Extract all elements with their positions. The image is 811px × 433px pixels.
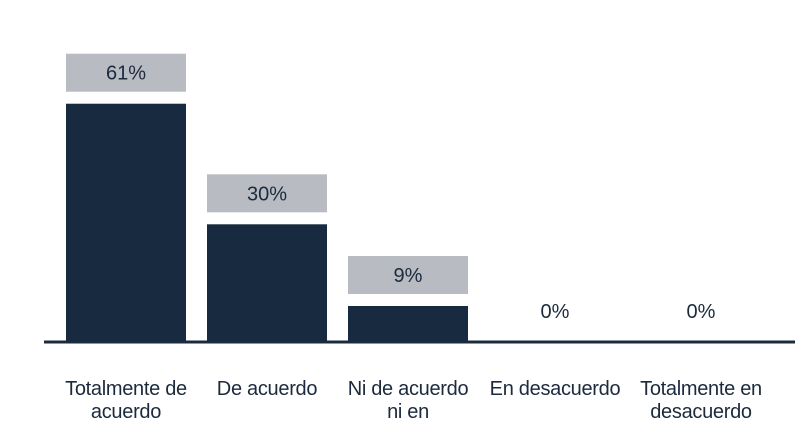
value-label: 9%: [394, 265, 423, 287]
category-label-line: En desacuerdo: [489, 378, 621, 400]
category-label-line: acuerdo: [90, 401, 162, 423]
value-label-box: [207, 174, 327, 213]
value-label: 0%: [541, 301, 570, 323]
category-label-line: desacuerdo: [650, 401, 752, 423]
value-label: 30%: [247, 183, 287, 205]
bar: [348, 305, 468, 341]
category-label: En desacuerdo: [480, 378, 630, 401]
value-label: 61%: [106, 63, 146, 85]
bar: [66, 103, 186, 342]
category-label: Totalmente en desacuerdo: [626, 378, 776, 424]
value-label-box: [66, 53, 186, 92]
category-label-line: Totalmente en: [640, 378, 762, 400]
category-label-line: Totalmente de: [65, 378, 187, 400]
category-label-line: De acuerdo: [216, 378, 318, 400]
category-label: De acuerdo: [192, 378, 342, 401]
bar: [207, 224, 327, 341]
category-label-line: Ni de acuerdo: [347, 378, 469, 400]
category-label: Totalmente de acuerdo: [51, 378, 201, 424]
category-label-line: ni en: [387, 401, 429, 423]
value-label: 0%: [687, 301, 716, 323]
category-label: Ni de acuerdo ni en: [333, 378, 483, 424]
value-label-box: [348, 255, 468, 294]
